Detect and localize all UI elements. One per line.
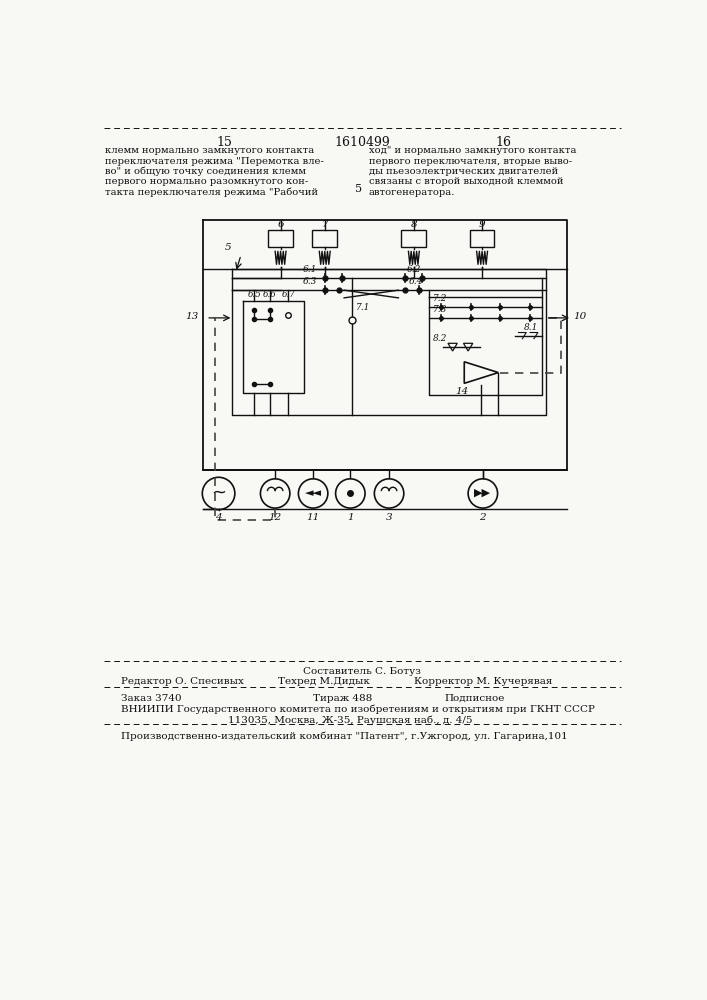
- Bar: [469, 230, 494, 247]
- Text: 7.1: 7.1: [356, 304, 370, 312]
- Text: 12: 12: [269, 513, 282, 522]
- Text: 6.6: 6.6: [263, 290, 276, 299]
- Text: Подписное: Подписное: [445, 694, 506, 703]
- Text: 10: 10: [573, 312, 587, 321]
- Text: 1610499: 1610499: [334, 136, 390, 149]
- Text: первого переключателя, вторые выво-: первого переключателя, вторые выво-: [369, 157, 572, 166]
- Text: ▶▶: ▶▶: [474, 488, 491, 498]
- Text: 8.2: 8.2: [433, 334, 448, 343]
- Text: 7.2: 7.2: [433, 294, 448, 303]
- Text: 3: 3: [386, 513, 392, 522]
- Text: Корректор М. Кучерявая: Корректор М. Кучерявая: [414, 677, 552, 686]
- Text: ◄◄: ◄◄: [305, 488, 322, 498]
- Text: 6.5: 6.5: [247, 290, 261, 299]
- Text: 7: 7: [322, 220, 328, 229]
- Text: автогенератора.: автогенератора.: [369, 188, 455, 197]
- Text: 5: 5: [224, 243, 231, 252]
- Text: 6.7: 6.7: [281, 290, 296, 299]
- Text: 16: 16: [495, 136, 511, 149]
- Text: во" и общую точку соединения клемм: во" и общую точку соединения клемм: [105, 167, 306, 176]
- Text: Техред М.Дидык: Техред М.Дидык: [279, 677, 370, 686]
- Text: 15: 15: [216, 136, 232, 149]
- Text: 6.3: 6.3: [303, 277, 317, 286]
- Text: 4: 4: [215, 513, 222, 522]
- Text: Составитель С. Ботуз: Составитель С. Ботуз: [303, 667, 421, 676]
- Text: ды пьезоэлектрических двигателей: ды пьезоэлектрических двигателей: [369, 167, 558, 176]
- Text: 6.4: 6.4: [409, 277, 423, 286]
- Text: первого нормально разомкнутого кон-: первого нормально разомкнутого кон-: [105, 177, 309, 186]
- Text: ~: ~: [211, 484, 226, 502]
- Text: 6.1: 6.1: [303, 265, 317, 274]
- Text: ход" и нормально замкнутого контакта: ход" и нормально замкнутого контакта: [369, 146, 576, 155]
- Text: 113035, Москва, Ж-35, Раушская наб., д. 4/5: 113035, Москва, Ж-35, Раушская наб., д. …: [228, 715, 472, 725]
- Text: 2: 2: [479, 513, 486, 522]
- Text: 6: 6: [277, 220, 284, 229]
- Bar: [268, 230, 293, 247]
- Text: 6.2: 6.2: [407, 265, 421, 274]
- Text: переключателя режима "Перемотка вле-: переключателя режима "Перемотка вле-: [105, 157, 325, 166]
- Bar: [312, 230, 337, 247]
- Text: ВНИИПИ Государственного комитета по изобретениям и открытиям при ГКНТ СССР: ВНИИПИ Государственного комитета по изоб…: [121, 704, 595, 714]
- Text: 14: 14: [455, 387, 468, 396]
- Text: Тираж 488: Тираж 488: [313, 694, 373, 703]
- Bar: [402, 230, 426, 247]
- Text: связаны с второй выходной клеммой: связаны с второй выходной клеммой: [369, 177, 563, 186]
- Text: 1: 1: [347, 513, 354, 522]
- Text: 5: 5: [354, 184, 362, 194]
- Text: такта переключателя режима "Рабочий: такта переключателя режима "Рабочий: [105, 188, 319, 197]
- Text: Редактор О. Спесивых: Редактор О. Спесивых: [121, 677, 244, 686]
- Text: 7.3: 7.3: [433, 305, 448, 314]
- Text: 13: 13: [185, 312, 199, 321]
- Text: 11: 11: [307, 513, 320, 522]
- Text: Заказ 3740: Заказ 3740: [121, 694, 182, 703]
- Text: Производственно-издательский комбинат "Патент", г.Ужгород, ул. Гагарина,101: Производственно-издательский комбинат "П…: [121, 731, 568, 741]
- Text: клемм нормально замкнутого контакта: клемм нормально замкнутого контакта: [105, 146, 315, 155]
- Text: 8.1: 8.1: [523, 323, 538, 332]
- Text: 8: 8: [411, 220, 417, 229]
- Text: 9: 9: [479, 220, 486, 229]
